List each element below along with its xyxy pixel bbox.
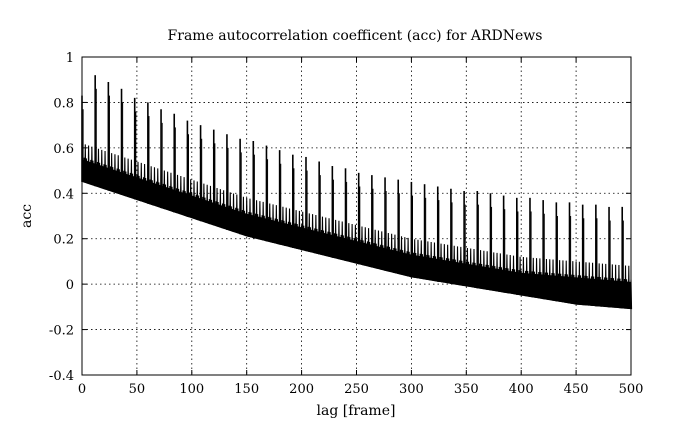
x-tick-label: 350 xyxy=(454,382,479,397)
x-axis-ticks: 0 50 100 150 200 250 300 350 400 450 500 xyxy=(78,57,644,397)
y-tick-label: 0.6 xyxy=(53,142,74,157)
y-tick-label: 0.4 xyxy=(53,187,74,202)
x-tick-label: 50 xyxy=(129,382,146,397)
x-axis-label: lag [frame] xyxy=(317,403,396,419)
y-tick-label: 0.8 xyxy=(53,96,74,111)
grid xyxy=(82,57,631,375)
x-tick-label: 300 xyxy=(399,382,424,397)
y-axis-ticks: 1 0.8 0.6 0.4 0.2 0 -0.2 -0.4 xyxy=(49,51,631,384)
data-series xyxy=(81,75,633,310)
chart-title: Frame autocorrelation coefficent (acc) f… xyxy=(168,28,543,44)
y-tick-label: -0.4 xyxy=(49,369,74,384)
x-tick-label: 400 xyxy=(509,382,534,397)
y-tick-label: -0.2 xyxy=(49,324,74,339)
x-tick-label: 500 xyxy=(619,382,644,397)
x-tick-label: 150 xyxy=(234,382,259,397)
x-tick-label: 200 xyxy=(289,382,314,397)
x-tick-label: 450 xyxy=(564,382,589,397)
x-tick-label: 100 xyxy=(179,382,204,397)
y-tick-label: 1 xyxy=(66,51,74,66)
y-tick-label: 0.2 xyxy=(53,233,74,248)
y-axis-label: acc xyxy=(19,204,35,228)
x-tick-label: 0 xyxy=(78,382,86,397)
y-tick-label: 0 xyxy=(66,278,74,293)
x-tick-label: 250 xyxy=(344,382,369,397)
acc-band-fill xyxy=(82,159,631,310)
